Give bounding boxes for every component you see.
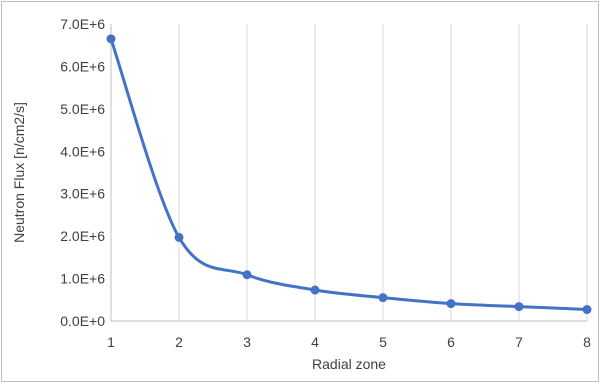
y-tick-label: 7.0E+6	[60, 16, 105, 32]
y-tick-label: 2.0E+6	[60, 228, 105, 244]
y-tick-label: 5.0E+6	[60, 101, 105, 117]
data-point-zone-6	[446, 299, 456, 309]
x-tick-label: 7	[515, 334, 523, 350]
y-tick-labels: 0.0E+0 1.0E+6 2.0E+6 3.0E+6 4.0E+6 5.0E+6 6.0E…	[60, 16, 105, 329]
chart-frame: 0.0E+0 1.0E+6 2.0E+6 3.0E+6 4.0E+6 5.0E+6 6.0E…	[1, 1, 599, 382]
x-tick-label: 6	[447, 334, 455, 350]
series-layer	[106, 34, 592, 315]
x-tick-label: 5	[379, 334, 387, 350]
data-point-zone-3	[242, 270, 252, 280]
y-tick-label: 0.0E+0	[60, 313, 105, 329]
y-tick-label: 1.0E+6	[60, 271, 105, 287]
x-tick-label: 1	[107, 334, 115, 350]
x-tick-label: 2	[175, 334, 183, 350]
grid-layer	[178, 24, 588, 321]
x-axis-label: Radial zone	[312, 356, 386, 372]
neutron-flux-chart: 0.0E+0 1.0E+6 2.0E+6 3.0E+6 4.0E+6 5.0E+6 6.0E…	[11, 16, 592, 372]
data-point-zone-2	[174, 232, 184, 242]
data-point-zone-5	[378, 293, 388, 303]
x-tick-label: 3	[243, 334, 251, 350]
y-tick-label: 4.0E+6	[60, 143, 105, 159]
y-tick-label: 6.0E+6	[60, 58, 105, 74]
axis-layer	[110, 24, 587, 322]
x-tick-label: 8	[583, 334, 591, 350]
y-axis-label: Neutron Flux [n/cm2/s]	[11, 102, 27, 243]
x-tick-label: 4	[311, 334, 319, 350]
y-tick-label: 3.0E+6	[60, 186, 105, 202]
data-point-zone-1	[106, 34, 116, 44]
series-line-0	[109, 37, 589, 312]
data-point-zone-7	[514, 302, 524, 312]
data-point-zone-8	[582, 305, 592, 315]
data-point-zone-4	[310, 285, 320, 295]
x-tick-labels: 1 2 3 4 5 6 7 8	[107, 334, 591, 350]
